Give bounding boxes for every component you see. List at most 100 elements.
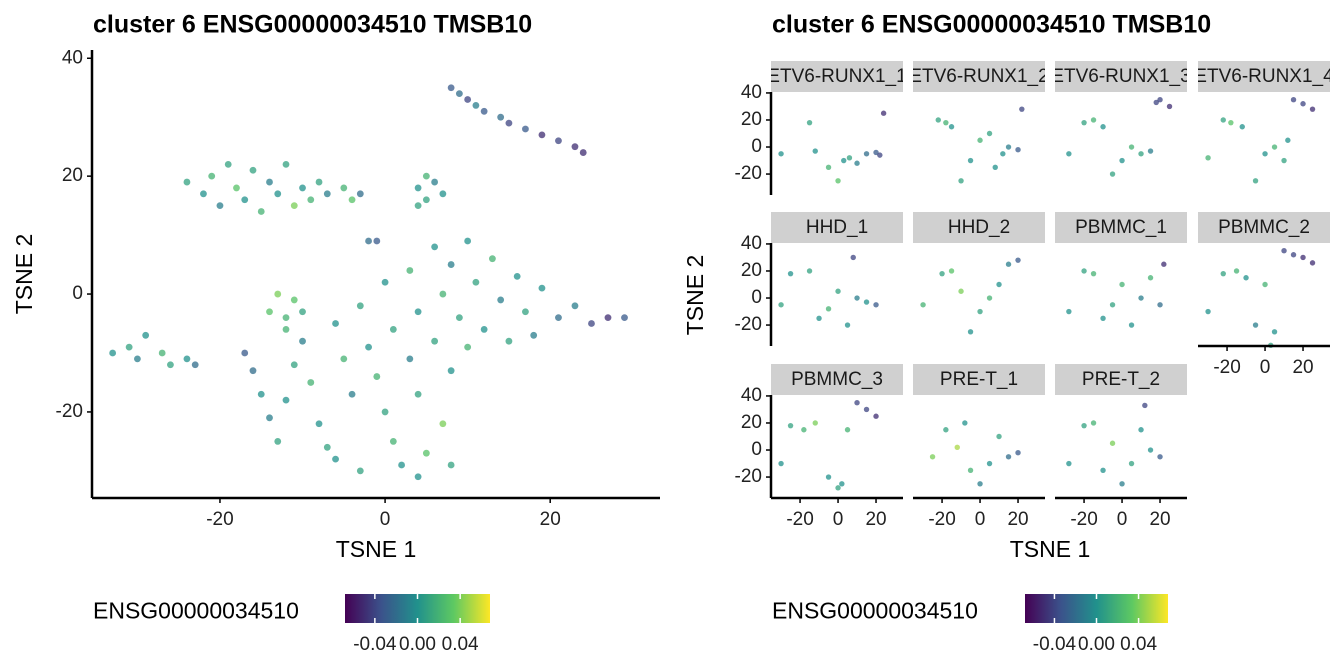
- y-tick-label: 40: [741, 82, 762, 103]
- strip: [1055, 364, 1187, 395]
- point: [315, 420, 323, 428]
- y-tick-label: -20: [735, 314, 762, 335]
- point: [480, 326, 488, 333]
- strip: [1055, 212, 1187, 243]
- point: [1015, 147, 1021, 153]
- point: [505, 119, 513, 127]
- point: [588, 320, 595, 327]
- point: [266, 178, 273, 186]
- point: [414, 390, 422, 398]
- y-tick-label: 0: [751, 439, 762, 460]
- point: [1090, 270, 1097, 277]
- point: [522, 125, 529, 133]
- point: [816, 315, 822, 321]
- point: [513, 272, 521, 280]
- point: [1100, 467, 1106, 473]
- point: [340, 355, 348, 363]
- point: [266, 414, 273, 422]
- point: [1090, 117, 1097, 123]
- point: [340, 184, 348, 192]
- point: [299, 184, 306, 192]
- point: [1147, 275, 1154, 281]
- point: [1081, 268, 1087, 274]
- point: [1161, 261, 1167, 267]
- point: [373, 373, 381, 380]
- y-tick-label: 40: [741, 385, 762, 406]
- strip: [771, 61, 903, 92]
- point: [464, 237, 472, 245]
- point: [967, 329, 974, 335]
- point: [414, 184, 422, 192]
- point: [1157, 302, 1163, 308]
- point: [464, 96, 472, 103]
- point: [1081, 422, 1087, 429]
- y-tick-label: 20: [741, 109, 762, 130]
- point: [158, 349, 166, 357]
- point: [216, 202, 224, 210]
- y-tick-label: 40: [62, 47, 83, 68]
- point: [431, 243, 439, 251]
- point: [1300, 254, 1306, 261]
- x-axis-title: TSNE 1: [336, 536, 417, 562]
- point: [873, 413, 879, 419]
- point: [967, 157, 974, 164]
- strip-label: HHD_2: [948, 217, 1010, 238]
- point: [505, 337, 513, 345]
- point: [323, 443, 331, 451]
- point: [986, 130, 993, 137]
- point: [1233, 268, 1240, 274]
- strip: [913, 61, 1045, 92]
- point: [992, 164, 998, 170]
- point: [880, 110, 887, 116]
- point: [431, 337, 439, 345]
- point: [1019, 106, 1025, 112]
- x-tick-label: -20: [786, 509, 813, 530]
- point: [977, 308, 983, 315]
- point: [307, 196, 315, 204]
- point: [846, 155, 853, 161]
- point: [1090, 420, 1097, 426]
- point: [835, 178, 841, 184]
- point: [801, 427, 807, 433]
- point: [497, 296, 505, 304]
- point: [977, 481, 983, 487]
- point: [356, 190, 364, 198]
- strip: [771, 212, 903, 243]
- point: [1309, 260, 1316, 266]
- point: [935, 117, 941, 123]
- point: [464, 343, 472, 351]
- point: [134, 355, 141, 363]
- point: [1262, 151, 1268, 157]
- point: [571, 302, 579, 310]
- y-axis-title: TSNE 2: [11, 234, 37, 315]
- point: [996, 433, 1002, 440]
- point: [943, 119, 949, 126]
- point: [422, 196, 430, 204]
- point: [1066, 460, 1072, 467]
- point: [1290, 252, 1297, 258]
- point: [1005, 454, 1012, 460]
- y-tick-label: -20: [735, 466, 762, 487]
- point: [414, 308, 422, 316]
- point: [274, 290, 282, 298]
- point: [167, 361, 174, 369]
- point: [948, 124, 955, 130]
- point: [844, 322, 851, 328]
- x-tick-label: -20: [206, 509, 233, 530]
- point: [1205, 155, 1211, 161]
- point: [571, 143, 579, 151]
- point: [873, 302, 879, 308]
- point: [381, 278, 389, 286]
- colorbar-title: ENSG00000034510: [772, 598, 978, 624]
- point: [1119, 481, 1125, 487]
- point: [977, 137, 983, 143]
- x-tick-label: -20: [928, 509, 955, 530]
- point: [348, 390, 356, 398]
- point: [1081, 119, 1087, 126]
- point: [1066, 308, 1072, 315]
- point: [497, 113, 505, 121]
- point: [439, 190, 447, 198]
- point: [948, 268, 955, 274]
- point: [825, 474, 832, 480]
- point: [1100, 315, 1106, 321]
